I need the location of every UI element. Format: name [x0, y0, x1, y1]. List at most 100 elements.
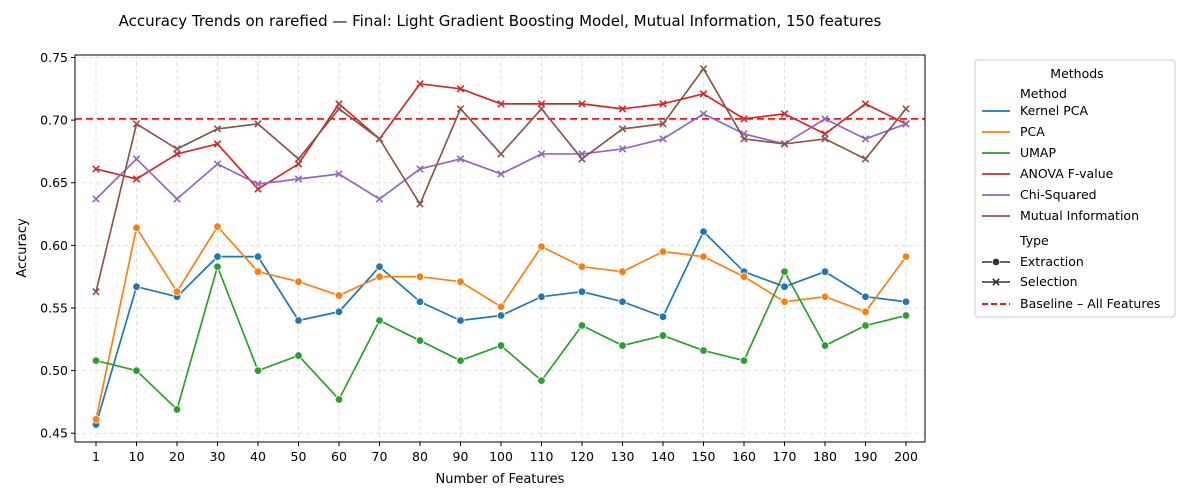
- y-tick-label: 0.50: [40, 363, 68, 378]
- marker-stroke: [335, 105, 343, 113]
- data-point: [618, 145, 627, 153]
- marker-stroke: [456, 105, 465, 113]
- marker-stroke: [861, 100, 870, 108]
- marker-stroke: [375, 195, 384, 203]
- data-point: [416, 165, 424, 173]
- marker-stroke: [618, 145, 627, 153]
- data-point: [821, 135, 829, 143]
- data-point: [456, 316, 465, 325]
- data-point: [294, 316, 303, 325]
- legend-type-label: Selection: [1020, 274, 1078, 289]
- marker-stroke: [992, 278, 1000, 286]
- data-point: [213, 125, 222, 133]
- data-point: [861, 321, 870, 330]
- marker-stroke: [213, 125, 222, 133]
- data-point: [699, 227, 708, 236]
- data-point: [334, 395, 344, 404]
- data-point: [334, 291, 344, 300]
- marker-stroke: [173, 145, 181, 153]
- data-point: [213, 252, 222, 261]
- marker-stroke: [740, 135, 748, 143]
- legend-title: Methods: [1050, 66, 1103, 81]
- data-point: [172, 287, 182, 296]
- data-point: [861, 135, 870, 143]
- data-point: [658, 247, 668, 256]
- data-point: [820, 267, 830, 276]
- data-point: [132, 155, 141, 163]
- data-point: [820, 292, 830, 301]
- legend-baseline-label: Baseline – All Features: [1020, 296, 1160, 311]
- data-point: [496, 302, 506, 311]
- legend-label: PCA: [1020, 124, 1045, 139]
- y-tick-label: 0.75: [40, 50, 68, 65]
- x-tick-label: 100: [489, 449, 513, 464]
- x-tick-label: 30: [210, 449, 226, 464]
- data-point: [658, 331, 668, 340]
- data-point: [739, 272, 749, 281]
- legend-label: UMAP: [1020, 145, 1056, 160]
- legend-box: [974, 59, 1176, 318]
- data-point: [659, 100, 667, 108]
- marker-stroke: [780, 140, 789, 148]
- data-point: [294, 175, 303, 183]
- data-point: [537, 105, 546, 113]
- marker-stroke: [416, 165, 424, 173]
- grid-lines: [75, 55, 925, 442]
- marker-stroke: [92, 195, 100, 203]
- marker-stroke: [821, 115, 829, 123]
- marker-stroke: [821, 135, 829, 143]
- data-point: [456, 155, 465, 163]
- data-point: [92, 195, 100, 203]
- marker-stroke: [861, 155, 870, 163]
- x-tick-label: 50: [291, 449, 307, 464]
- data-point: [902, 105, 910, 113]
- data-point: [537, 242, 546, 251]
- data-point: [375, 272, 384, 281]
- data-point: [699, 65, 708, 73]
- marker-stroke: [659, 135, 667, 143]
- x-tick-label: 20: [169, 449, 185, 464]
- data-point: [213, 140, 222, 148]
- data-point: [213, 262, 222, 271]
- x-axis-label: Number of Features: [436, 472, 565, 487]
- marker-stroke: [213, 140, 222, 148]
- data-point: [213, 160, 222, 168]
- data-point: [659, 120, 667, 128]
- data-point: [254, 180, 262, 188]
- marker-stroke: [497, 100, 505, 108]
- marker-stroke: [497, 170, 505, 178]
- data-point: [861, 100, 870, 108]
- data-point: [577, 262, 587, 271]
- y-tick-label: 0.45: [40, 426, 68, 441]
- data-point: [253, 366, 263, 375]
- marker-stroke: [780, 110, 789, 118]
- legend-label: ANOVA F-value: [1020, 166, 1114, 181]
- marker-stroke: [618, 125, 627, 133]
- marker-stroke: [902, 105, 910, 113]
- data-point: [496, 311, 506, 320]
- marker-stroke: [92, 287, 100, 296]
- x-tick-label: 70: [372, 449, 388, 464]
- data-point: [780, 282, 789, 291]
- data-point: [132, 223, 141, 233]
- marker-stroke: [254, 120, 262, 128]
- data-point: [497, 100, 505, 108]
- x-tick-label: 150: [692, 449, 716, 464]
- data-point: [172, 405, 182, 414]
- marker-stroke: [497, 150, 505, 158]
- marker-stroke: [699, 90, 708, 98]
- data-point: [253, 267, 263, 276]
- data-point: [740, 115, 748, 123]
- data-point: [132, 366, 141, 375]
- data-point: [659, 135, 667, 143]
- data-point: [496, 341, 506, 350]
- x-tick-label: 120: [570, 449, 594, 464]
- data-point: [213, 222, 222, 231]
- marker-stroke: [537, 150, 546, 158]
- data-point: [699, 90, 708, 98]
- data-point: [375, 262, 384, 271]
- data-point: [294, 277, 303, 286]
- data-point: [132, 175, 141, 183]
- data-point: [618, 105, 627, 113]
- series-pca: [91, 222, 911, 424]
